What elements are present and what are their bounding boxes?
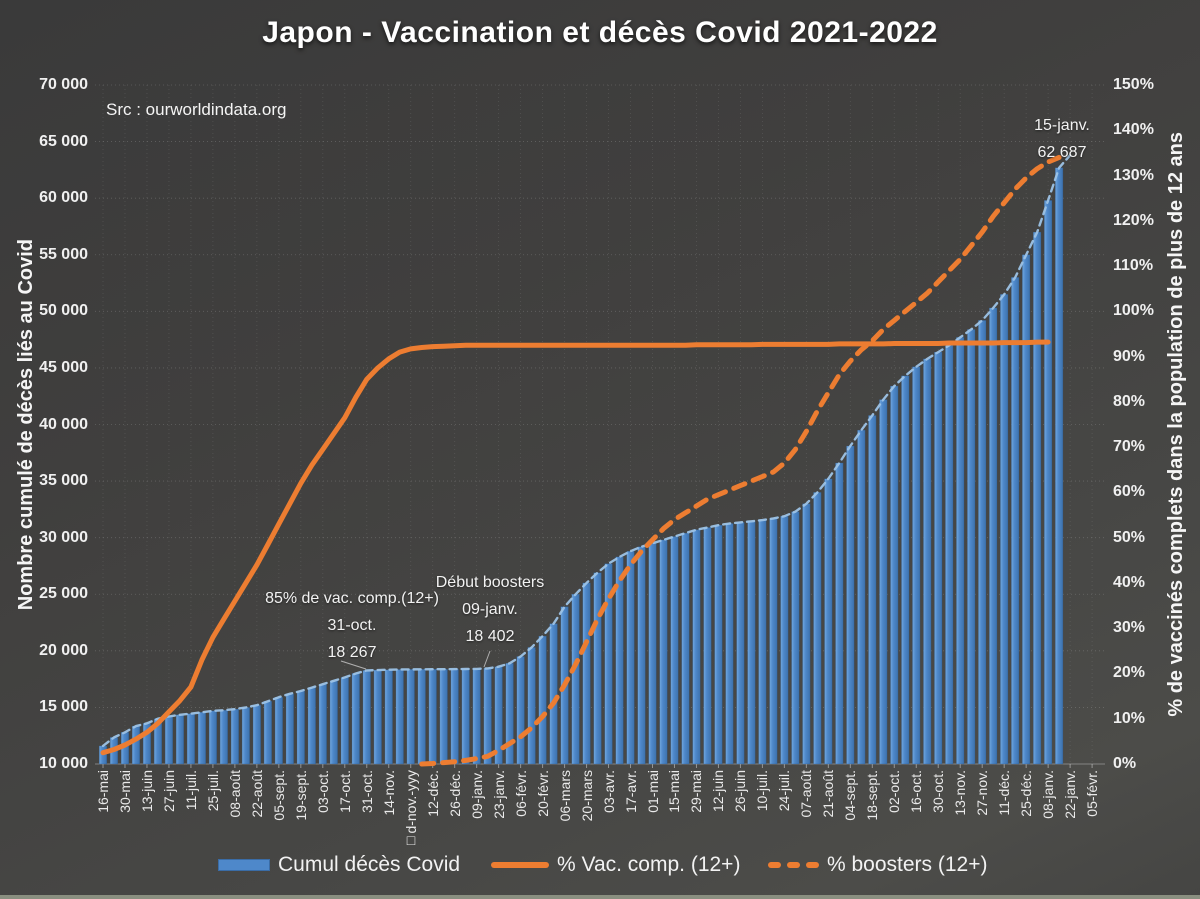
legend-bar-swatch — [218, 859, 270, 871]
left-axis-tick-label: 15 000 — [39, 698, 88, 716]
right-axis-title: % de vaccinés complets dans la populatio… — [1164, 132, 1187, 717]
legend-label: % Vac. comp. (12+) — [557, 853, 741, 876]
x-axis-tick-label: 05-févr. — [1084, 770, 1101, 817]
x-axis-tick-label: 07-août — [798, 770, 815, 818]
x-axis-tick-label: 31-oct. — [358, 770, 375, 813]
x-axis-tick-label: 30-mai — [116, 770, 133, 813]
right-axis-tick-label: 100% — [1113, 302, 1154, 320]
left-axis-tick-label: 55 000 — [39, 245, 88, 263]
x-axis-tick-label: 16-mai — [95, 770, 111, 813]
x-axis-tick-label: 24-juil. — [776, 770, 793, 812]
right-axis-tick-label: 130% — [1113, 166, 1154, 184]
legend-label: % boosters (12+) — [827, 853, 988, 876]
x-axis-tick-label: 17-oct. — [336, 770, 353, 813]
x-axis-tick-label: 25-juil. — [204, 770, 221, 812]
x-axis-tick-label: 12-déc. — [424, 770, 441, 817]
legend-item-boosters: % boosters (12+) — [768, 850, 988, 880]
x-axis-tick-label: 03-oct. — [314, 770, 331, 813]
x-axis-tick-label: 20-mars — [578, 770, 595, 822]
right-axis-tick-label: 40% — [1113, 573, 1146, 591]
source-note: Src : ourworldindata.org — [106, 100, 287, 119]
x-axis-tick-label: 02-oct. — [886, 770, 903, 813]
right-axis-tick-label: 10% — [1113, 709, 1146, 727]
legend-solid-line-swatch — [491, 862, 549, 868]
right-axis-tick-label: 50% — [1113, 528, 1146, 546]
right-axis-tick-label: 140% — [1113, 121, 1154, 139]
right-axis-tick-label: 20% — [1113, 664, 1146, 682]
right-axis-tick-label: 150% — [1113, 76, 1154, 93]
x-axis-tick-label: 01-mai — [644, 770, 661, 813]
left-axis-tick-label: 10 000 — [39, 755, 88, 772]
right-axis-tick-label: 90% — [1113, 347, 1146, 365]
legend-label: Cumul décès Covid — [278, 853, 461, 876]
x-axis-tick-label: 29-mai — [688, 770, 705, 813]
x-axis-tick-label: 13-juin — [138, 770, 155, 813]
x-axis-tick-label: 08-août — [226, 770, 243, 818]
deaths-bars — [98, 167, 1064, 765]
x-axis-tick-label: 19-sept. — [292, 770, 309, 821]
x-axis-tick-label: 06-févr. — [512, 770, 529, 817]
x-axis-tick-label: 13-nov. — [952, 770, 969, 816]
x-axis-tick-label: 22-août — [248, 770, 265, 818]
right-axis-tick-label: 0% — [1113, 755, 1137, 772]
annotation-85pct-vac: 85% de vac. comp.(12+) 31-oct. 18 267 — [265, 590, 439, 661]
legend-dashed-line-swatch — [768, 862, 819, 868]
x-axis-tick-label: 20-févr. — [534, 770, 551, 817]
legend-item-vac-comp: % Vac. comp. (12+) — [491, 850, 740, 880]
right-axis-tick-label: 70% — [1113, 438, 1146, 456]
x-axis-tick-label: 05-sept. — [270, 770, 287, 821]
x-axis-tick-label: 10-juil. — [754, 770, 771, 812]
x-axis-tick-label: 22-janv. — [1062, 770, 1079, 819]
x-axis-tick-label: 14-nov. — [380, 770, 397, 816]
left-axis-tick-label: 30 000 — [39, 528, 88, 546]
annotation-last-value: 15-janv. 62 687 — [1034, 117, 1090, 161]
x-axis-tick-label: 06-mars — [556, 770, 573, 822]
x-axis-tick-label: 25-déc. — [1018, 770, 1035, 817]
right-axis-tick-label: 120% — [1113, 211, 1154, 229]
right-axis-tick-label: 110% — [1113, 257, 1154, 275]
left-axis-tick-label: 20 000 — [39, 641, 88, 659]
x-axis-tick-label: 09-janv. — [468, 770, 485, 819]
left-axis-tick-label: 60 000 — [39, 189, 88, 207]
x-axis-tick-label: 11-déc. — [996, 770, 1013, 816]
x-axis-tick-label: 23-janv. — [490, 770, 507, 819]
x-axis-tick-label: 15-mai — [666, 770, 683, 813]
x-axis-tick-label: 30-oct. — [930, 770, 947, 813]
right-axis-tick-label: 80% — [1113, 392, 1146, 410]
x-axis-tick-label: □d-nov.-yyy — [402, 770, 419, 850]
x-axis-tick-label: 11-juil. — [182, 770, 199, 811]
annotation-debut-boosters: Début boosters 09-janv. 18 402 — [435, 574, 545, 645]
left-axis-tick-label: 40 000 — [39, 415, 88, 433]
x-axis-tick-label: 17-avr. — [622, 770, 639, 813]
right-axis-tick-label: 30% — [1113, 619, 1146, 637]
x-axis-tick-label: 08-janv. — [1040, 770, 1057, 819]
x-axis-tick-label: 27-nov. — [974, 770, 991, 816]
left-axis-tick-label: 45 000 — [39, 358, 88, 376]
right-axis-tick-label: 60% — [1113, 483, 1146, 501]
left-axis-tick-label: 70 000 — [39, 76, 88, 93]
left-axis-tick-label: 25 000 — [39, 585, 88, 603]
x-axis-tick-label: 18-sept. — [864, 770, 881, 821]
x-axis-tick-label: 04-sept. — [842, 770, 859, 821]
legend-item-deaths: Cumul décès Covid — [218, 850, 460, 880]
left-axis-tick-label: 65 000 — [39, 132, 88, 150]
x-axis-tick-label: 12-juin — [710, 770, 727, 813]
x-axis-tick-label: 26-déc. — [446, 770, 463, 817]
series-lines — [100, 154, 1072, 767]
bottom-edge-strip — [0, 895, 1200, 899]
page-title: Japon - Vaccination et décès Covid 2021-… — [262, 16, 938, 49]
x-axis-tick-label: 16-oct. — [908, 770, 925, 813]
x-axis-tick-label: 27-juin — [160, 770, 177, 813]
left-axis-tick-label: 35 000 — [39, 472, 88, 490]
left-axis-tick-label: 50 000 — [39, 302, 88, 320]
x-axis-tick-label: 21-août — [820, 770, 837, 818]
x-axis-tick-label: 03-avr. — [600, 770, 617, 813]
x-axis-tick-label: 26-juin — [732, 770, 749, 813]
